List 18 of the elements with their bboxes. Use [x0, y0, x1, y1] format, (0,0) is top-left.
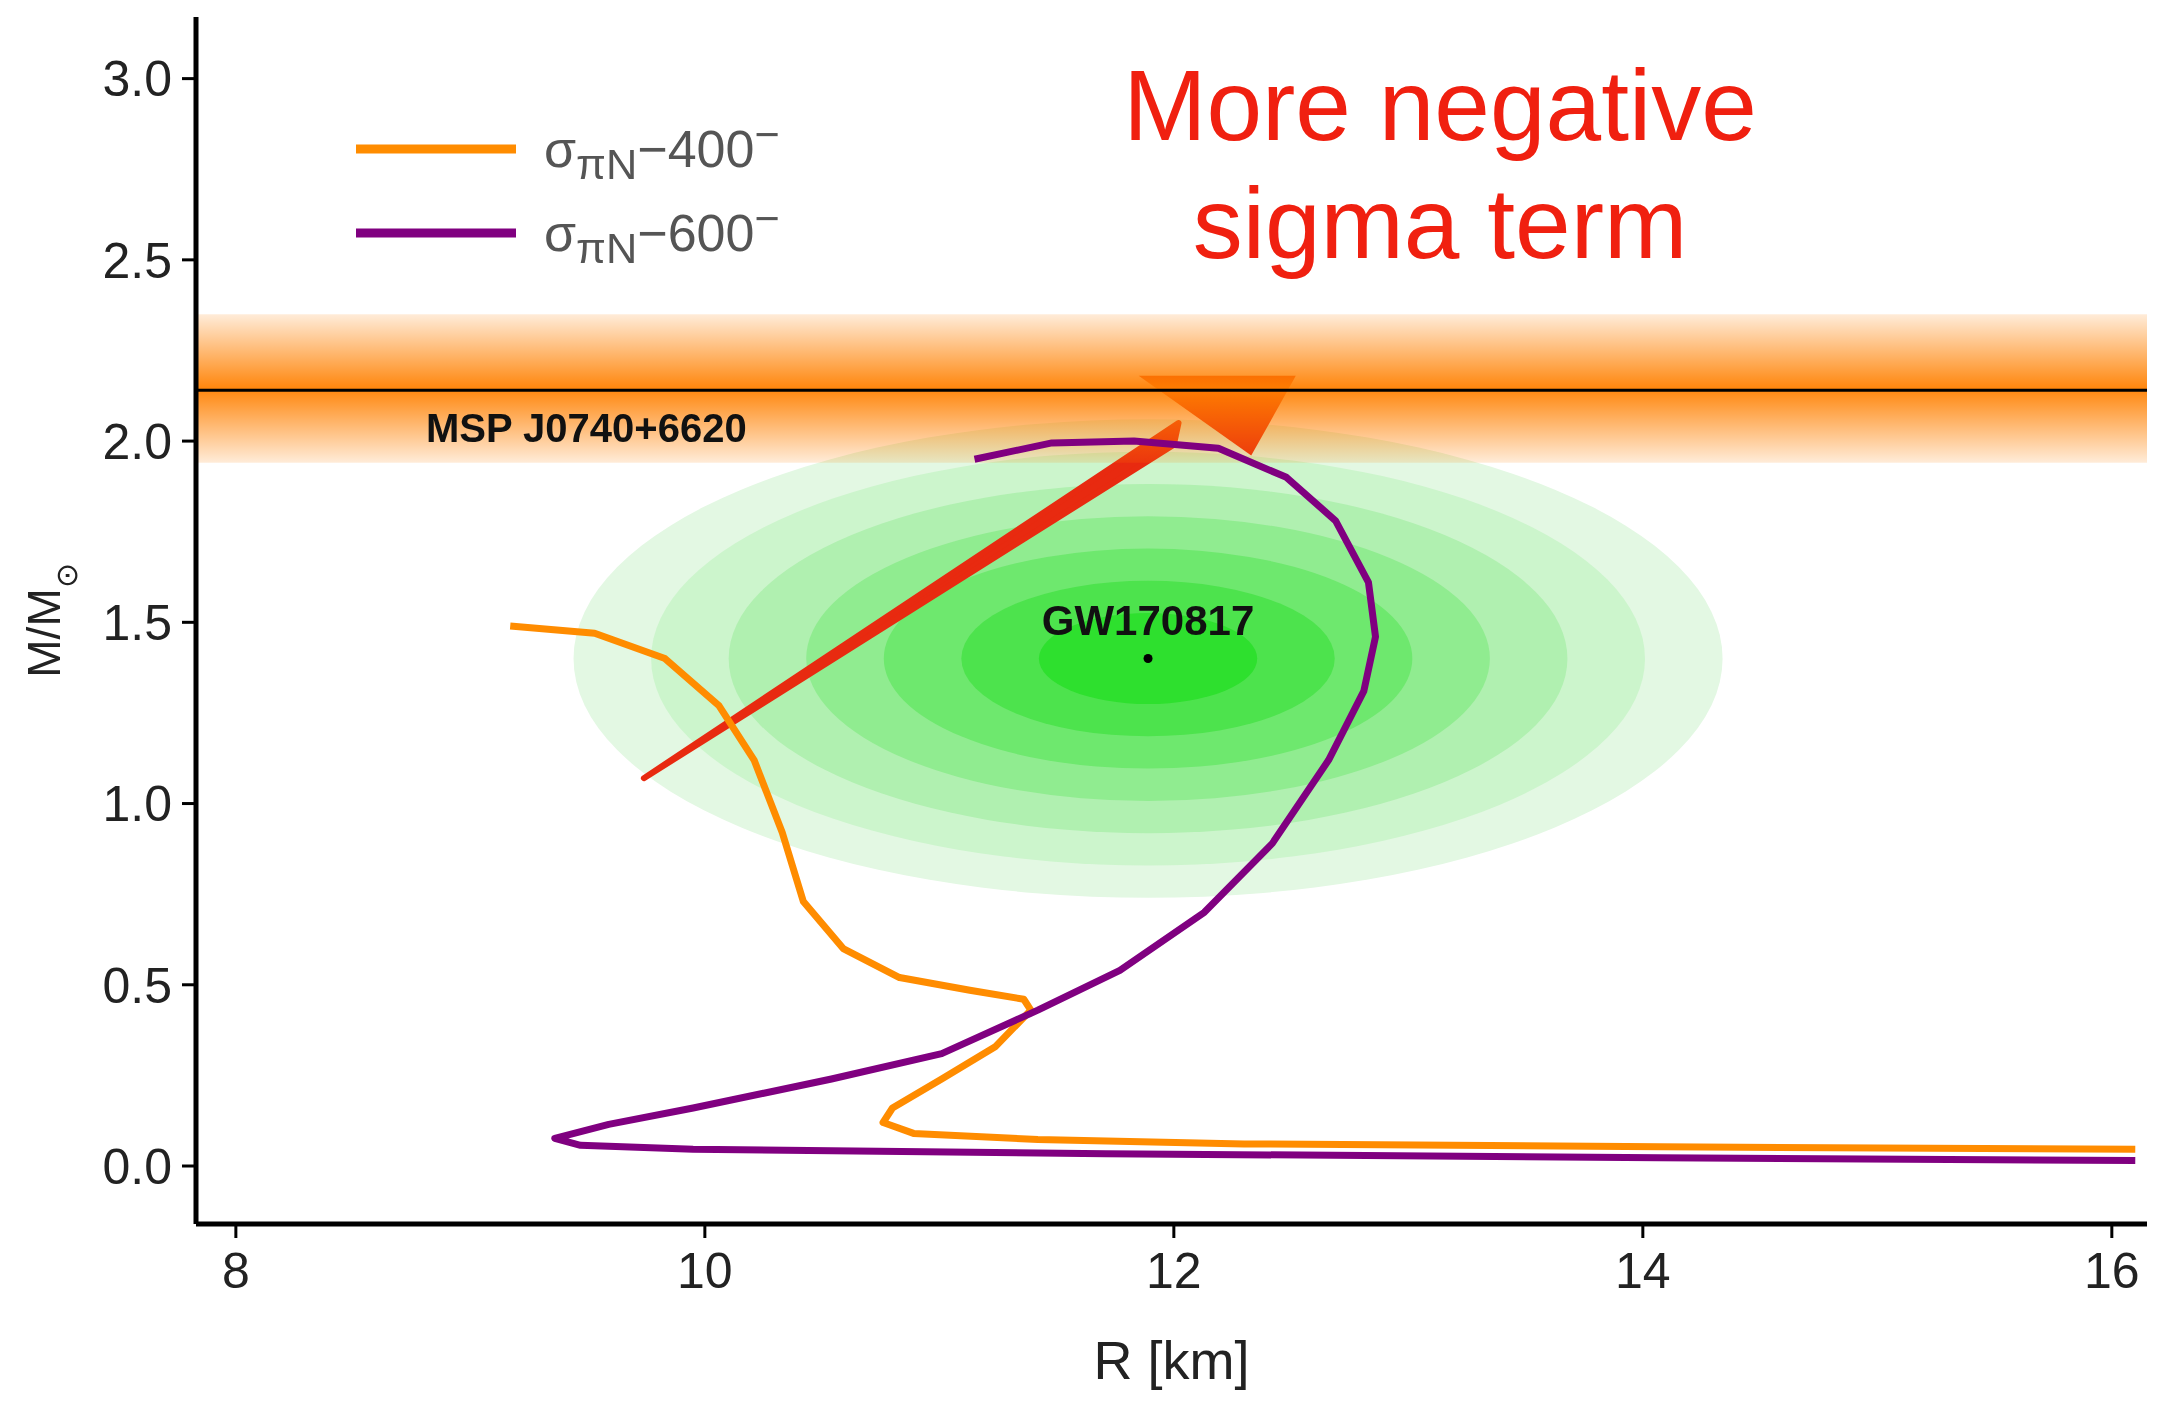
y-tick-label: 1.5 [102, 595, 172, 652]
x-tick-label: 10 [677, 1242, 733, 1299]
x-tick-label: 16 [2084, 1242, 2140, 1299]
y-tick-label: 2.5 [102, 232, 172, 289]
y-tick-label: 0.0 [102, 1138, 172, 1195]
legend-label: σ$_{πN}$−600$^{−}$ [544, 193, 780, 273]
annotation: GW170817 [1041, 596, 1255, 644]
x-tick-label: 14 [1615, 1242, 1671, 1299]
y-tick-label: 3.0 [102, 51, 172, 108]
y-tick-label: 0.5 [102, 957, 172, 1014]
x-tick-label: 8 [221, 1242, 250, 1299]
x-axis-title: R [km] [1093, 1330, 1250, 1390]
legend-label: σ$_{πN}$−400$^{−}$ [544, 109, 780, 189]
y-tick-label: 2.0 [102, 413, 172, 470]
y-tick-label: 1.0 [102, 776, 172, 833]
ref-line-label: MSP J0740+6620 [426, 406, 747, 451]
annotation: More negative sigma term [1123, 49, 1757, 279]
x-tick-label: 12 [1146, 1242, 1202, 1299]
